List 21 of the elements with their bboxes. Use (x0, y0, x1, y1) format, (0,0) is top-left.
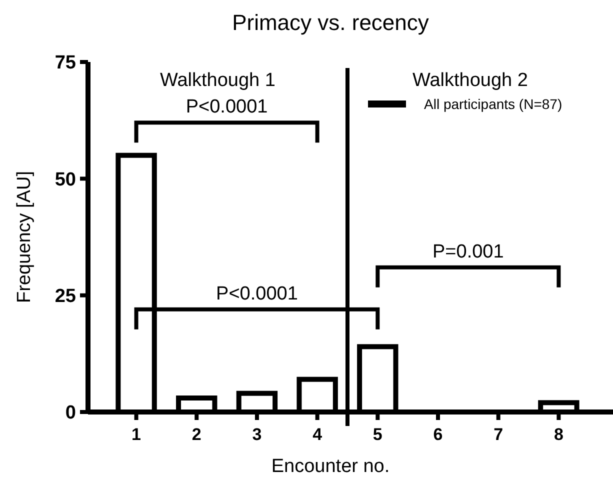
x-tick-label: 3 (252, 425, 262, 444)
y-tick-label: 25 (54, 286, 76, 307)
x-tick-label: 7 (494, 425, 504, 444)
annotation: P=0.001 (432, 241, 504, 262)
annotation: P<0.0001 (186, 96, 268, 118)
x-tick-label: 5 (372, 425, 382, 444)
x-tick-label: 8 (554, 425, 564, 444)
y-axis-title: Frequency [AU] (14, 171, 35, 303)
annotation: Walkthough 2 (412, 70, 528, 91)
x-tick-label: 4 (312, 425, 323, 444)
legend-label: All participants (N=87) (424, 96, 562, 112)
annotation: Walkthough 1 (160, 70, 276, 91)
x-axis-title: Encounter no. (271, 456, 390, 477)
y-tick-label: 50 (54, 169, 76, 190)
x-tick-label: 1 (132, 425, 142, 444)
annotation: P<0.0001 (216, 283, 298, 304)
chart-title: Primacy vs. recency (232, 10, 429, 35)
y-tick-label: 75 (54, 52, 76, 74)
y-tick-label: 0 (65, 402, 76, 424)
x-tick-label: 2 (192, 425, 202, 444)
x-tick-label: 6 (433, 425, 443, 444)
